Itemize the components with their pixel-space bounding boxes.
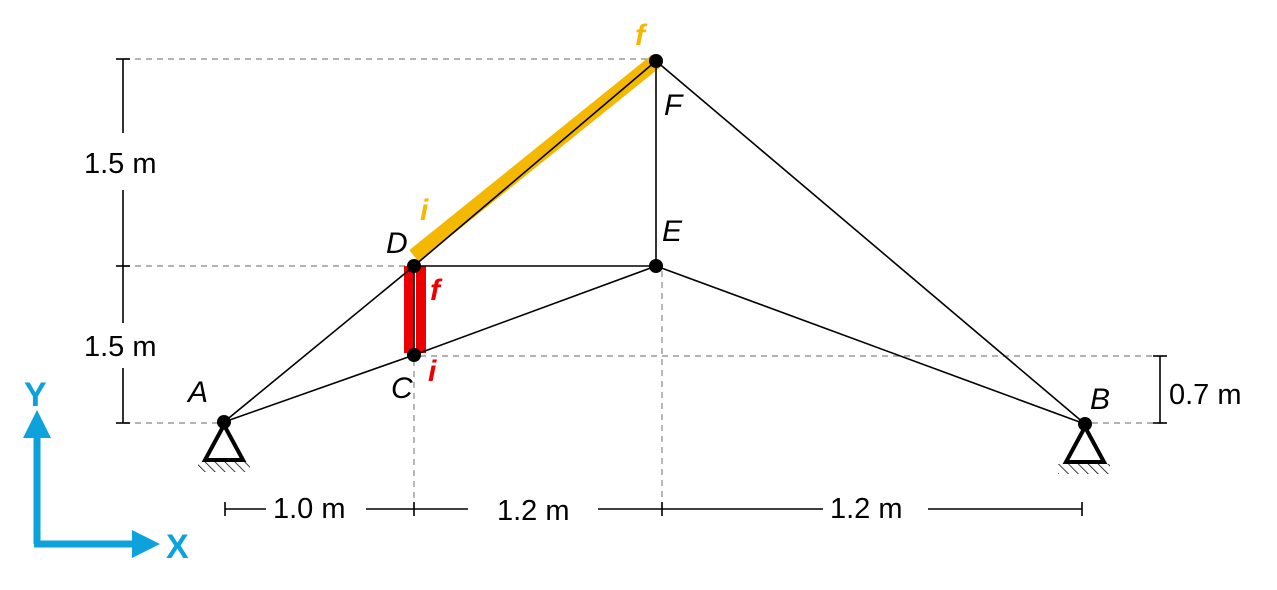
- y-axis-label: Y: [24, 376, 47, 414]
- truss-members: [223, 60, 1086, 425]
- support-b-ground-icon: [1058, 464, 1110, 474]
- member-ac: [223, 354, 415, 423]
- support-a-ground-icon: [198, 462, 250, 472]
- cd-end-label: f: [430, 274, 443, 307]
- guide-lines: [124, 58, 1163, 508]
- support-a: [198, 420, 250, 472]
- joint-e: [649, 259, 663, 273]
- dim-vertical-lower: 1.5 m: [84, 331, 157, 363]
- joint-b: [1078, 417, 1092, 431]
- joints: [217, 54, 1092, 431]
- member-fb: [655, 60, 1086, 425]
- joint-d: [407, 259, 421, 273]
- support-b: [1058, 422, 1110, 474]
- dim-vertical-upper: 1.5 m: [84, 148, 157, 180]
- joint-a: [217, 415, 231, 429]
- highlight-member-df: [409, 55, 661, 262]
- dimension-vertical-right: 0.7 m: [1153, 355, 1242, 424]
- dim-horizontal-ce: 1.2 m: [497, 495, 570, 527]
- support-b-triangle-icon: [1062, 422, 1108, 464]
- member-ce: [413, 265, 657, 356]
- dim-horizontal-ac: 1.0 m: [273, 493, 346, 525]
- support-a-triangle-icon: [201, 420, 247, 462]
- joint-f: [649, 54, 663, 68]
- node-label-c: C: [391, 372, 413, 405]
- cd-start-label: i: [428, 355, 437, 388]
- dim-horizontal-eb: 1.2 m: [830, 493, 903, 525]
- member-eb: [655, 265, 1086, 425]
- node-label-d: D: [386, 227, 408, 260]
- dimension-vertical-left: 1.5 m 1.5 m: [84, 58, 157, 424]
- node-label-e: E: [662, 215, 683, 248]
- x-axis-label: X: [166, 528, 189, 566]
- member-ad: [223, 265, 415, 423]
- joint-c: [407, 348, 421, 362]
- node-label-f: F: [664, 89, 684, 122]
- node-label-a: A: [186, 376, 208, 409]
- df-start-label: i: [420, 194, 429, 227]
- df-end-label: f: [635, 19, 648, 52]
- coordinate-axes: Y X: [23, 376, 189, 566]
- dim-vertical-right: 0.7 m: [1169, 379, 1242, 411]
- dimension-horizontal: 1.0 m 1.2 m 1.2 m: [224, 493, 1083, 527]
- node-label-b: B: [1090, 383, 1110, 416]
- member-df: [413, 60, 657, 267]
